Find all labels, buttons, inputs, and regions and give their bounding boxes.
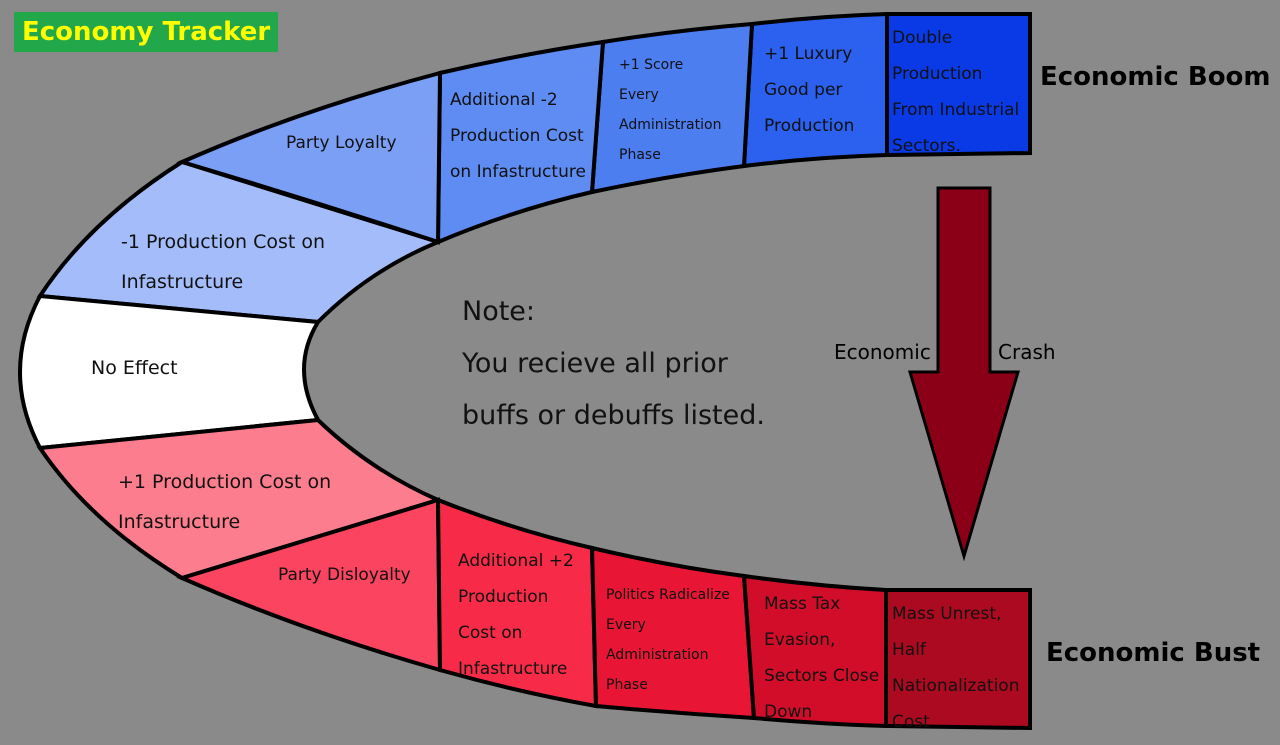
segment-label-top-3: +1 Score Every Administration Phase — [619, 57, 722, 163]
segment-label-top-4: Additional -2 Production Cost on Infastr… — [450, 90, 586, 182]
crash-arrow — [907, 186, 1021, 562]
page-title: Economy Tracker — [14, 12, 279, 52]
track-segment-top-4 — [435, 39, 606, 246]
segment-label-center: No Effect — [91, 357, 178, 379]
segment-label-top-1: Double Production From Industrial Sector… — [892, 28, 1020, 156]
track-segment-bottom-6 — [884, 588, 1032, 731]
track-segment-bottom-2 — [176, 497, 443, 673]
segment-label-bottom-1: +1 Production Cost on Infastructure — [118, 471, 332, 533]
economic-bust-label: Economic Bust — [1046, 638, 1261, 668]
crash-arrow-label-left: Economic — [834, 340, 931, 364]
segment-label-top-2: +1 Luxury Good per Production — [764, 44, 855, 136]
economic-boom-label: Economic Boom — [1040, 62, 1271, 92]
note-block: Note: You recieve all prior buffs or deb… — [462, 286, 802, 442]
segment-label-bottom-2: Party Disloyalty — [278, 565, 411, 585]
track-segment-top-3 — [589, 21, 755, 195]
segment-label-bottom-3: Additional +2 Production Cost on Infastr… — [458, 551, 574, 679]
track-segment-top-2 — [741, 11, 889, 169]
segment-label-bottom-5: Mass Tax Evasion, Sectors Close Down — [764, 594, 880, 722]
note-body: You recieve all prior buffs or debuffs l… — [462, 348, 765, 431]
crash-arrow-label-right: Crash — [998, 340, 1056, 364]
segment-label-top-5: Party Loyalty — [286, 133, 397, 153]
segment-label-bottom-4: Politics Radicalize Every Administration… — [606, 587, 730, 693]
note-heading: Note: — [462, 296, 536, 327]
track-segment-top-6 — [36, 159, 444, 325]
segment-label-bottom-6: Mass Unrest, Half Nationalization Cost — [892, 604, 1020, 732]
segment-label-top-6: -1 Production Cost on Infastructure — [121, 231, 326, 293]
